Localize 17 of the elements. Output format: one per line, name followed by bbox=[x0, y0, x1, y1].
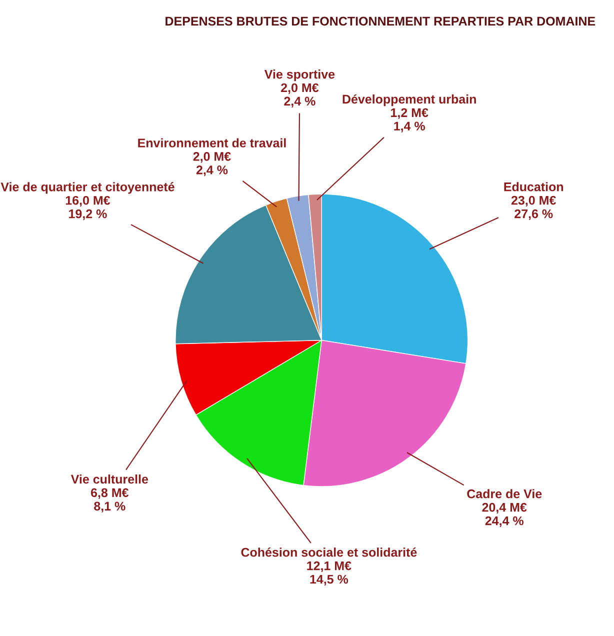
slice-label: Cadre de Vie bbox=[467, 489, 542, 498]
slice-label: Développement urbain bbox=[342, 94, 476, 106]
data-label: 16,0 M€ 19,2 % bbox=[66, 196, 110, 220]
slice-label: Cohésion sociale et solidarité bbox=[241, 547, 417, 557]
slice-label: Education bbox=[504, 182, 564, 192]
data-label: 1,2 M€ 1,4 % bbox=[391, 108, 428, 132]
data-label: 20,4 M€ 24,4 % bbox=[482, 502, 527, 528]
data-label: 12,1 M€ 14,5 % bbox=[307, 561, 352, 586]
data-label: 23,0 M€ 27,6 % bbox=[511, 196, 556, 220]
data-label: 2,0 M€ 2,4 % bbox=[281, 83, 319, 108]
slice-label: Environnement de travail bbox=[138, 138, 286, 148]
slice-label: Vie culturelle bbox=[70, 474, 148, 484]
data-label: 6,8 M€ 8,1 % bbox=[90, 488, 129, 512]
chart-title: DEPENSES BRUTES DE FONCTIONNEMENT REPARTIES PAR DOMAINE bbox=[166, 16, 596, 26]
slice-label: Vie de quartier et citoyenneté bbox=[0, 182, 174, 194]
data-label: 2,0 M€ 2,4 % bbox=[193, 152, 231, 176]
slice-label: Vie sportive bbox=[264, 70, 335, 82]
